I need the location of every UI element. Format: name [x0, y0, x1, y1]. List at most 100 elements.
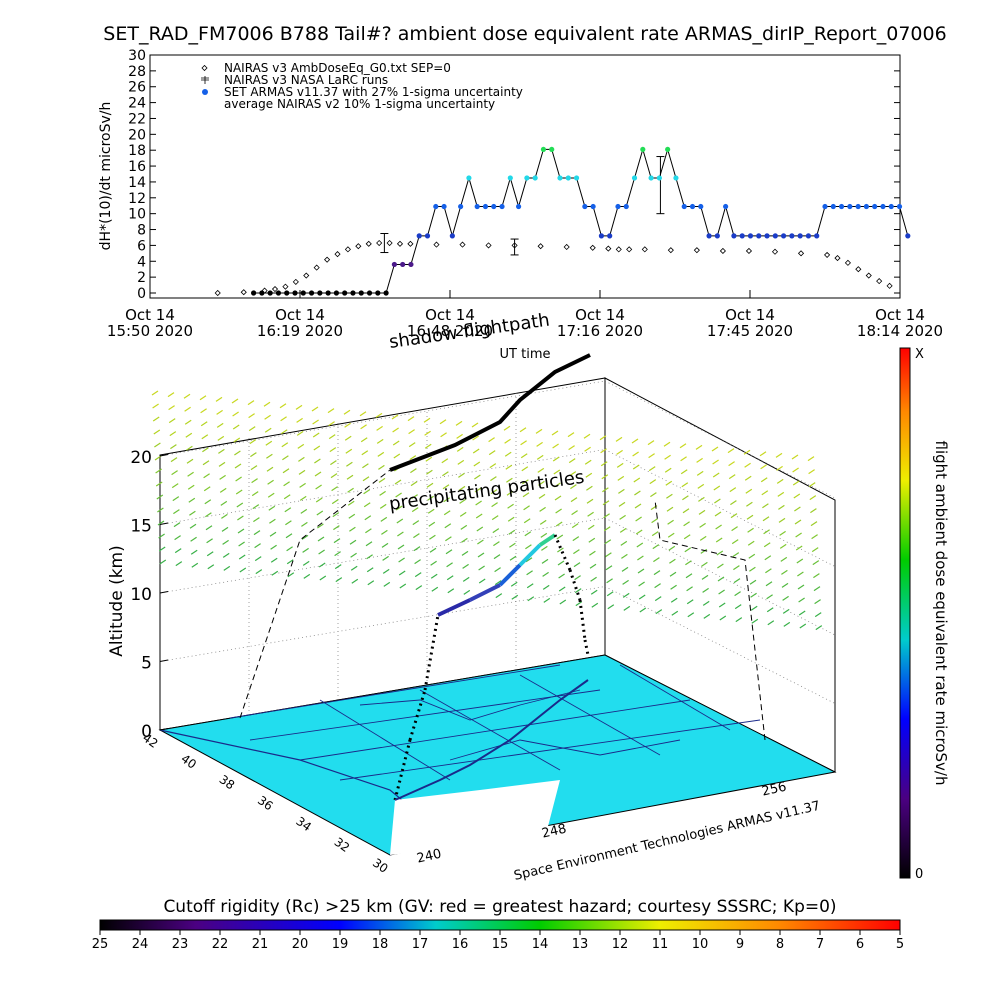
precipitating-particle-mark [587, 524, 595, 530]
armas-point [822, 203, 828, 210]
precipitating-particle-mark [652, 544, 660, 550]
legend-entry: average NAIRAS v2 10% 1-sigma uncertaint… [224, 97, 495, 111]
precipitating-particle-mark [315, 497, 323, 503]
precipitating-particle-mark [281, 442, 289, 448]
armas-point [780, 233, 787, 239]
precipitating-particle-mark [633, 477, 641, 483]
precipitating-particle-mark [700, 548, 708, 554]
precipitating-particle-mark [606, 591, 614, 597]
nairas-point [537, 243, 544, 250]
precipitating-particle-mark [475, 500, 482, 506]
nairas-point [396, 240, 404, 247]
precipitating-particle-mark [749, 579, 757, 585]
precipitating-particle-mark [730, 500, 737, 506]
precipitating-particle-mark [296, 430, 304, 436]
precipitating-particle-mark [204, 499, 212, 505]
precipitating-particle-mark [664, 454, 671, 460]
precipitating-particle-mark [302, 547, 309, 553]
precipitating-particle-mark [202, 447, 209, 453]
precipitating-particle-mark [782, 608, 790, 614]
precipitating-particle-mark [569, 471, 577, 477]
flight-path-segment [469, 583, 501, 602]
precipitating-particle-mark [409, 455, 417, 461]
precipitating-particle-mark [718, 602, 726, 608]
precipitating-particle-mark [634, 490, 641, 496]
precipitating-particle-mark [636, 542, 644, 548]
precipitating-particle-mark [767, 620, 775, 626]
cutoff-rigidity-tick-label: 6 [856, 937, 864, 952]
precipitating-particle-mark [811, 547, 819, 553]
precipitating-particle-mark [585, 472, 593, 478]
precipitating-particle-mark [605, 565, 613, 571]
flight-leg-dots [553, 534, 572, 571]
precipitating-particle-mark [552, 443, 559, 449]
precipitating-particle-mark [362, 463, 369, 469]
latitude-tick-label: 32 [332, 835, 353, 855]
precipitating-particle-mark [632, 464, 640, 470]
nairas-point [240, 289, 247, 296]
armas-point [706, 233, 712, 239]
precipitating-particle-mark [203, 473, 210, 479]
precipitating-particle-mark [251, 491, 259, 497]
precipitating-particle-mark [235, 476, 242, 482]
precipitating-particle-mark [715, 537, 723, 543]
precipitating-particle-mark [427, 508, 435, 514]
nairas-point [324, 256, 331, 263]
legend-entry: SET ARMAS v11.37 with 27% 1-sigma uncert… [224, 85, 523, 99]
precipitating-particle-mark [474, 474, 481, 480]
precipitating-particle-mark [414, 559, 421, 565]
armas-point [640, 146, 646, 153]
precipitating-particle-mark [311, 406, 319, 412]
precipitating-particle-mark [702, 600, 710, 606]
precipitating-particle-mark [231, 398, 239, 404]
latitude-tick-label: 40 [178, 751, 199, 771]
precipitating-particle-mark [349, 526, 356, 532]
precipitating-particle-mark [328, 434, 336, 440]
armas-point [615, 203, 621, 210]
precipitating-particle-mark [807, 456, 815, 462]
precipitating-particle-mark [428, 521, 436, 527]
precipitating-particle-mark [493, 541, 500, 547]
precipitating-particle-mark [346, 461, 353, 467]
armas-point [665, 146, 671, 153]
longitude-tick-label: 256 [760, 779, 788, 799]
precipitating-particle-mark [813, 573, 820, 579]
precipitating-particle-mark [155, 481, 163, 487]
precipitating-particle-mark [359, 411, 367, 417]
precipitating-particle-mark [458, 472, 465, 478]
precipitating-particle-mark [764, 555, 772, 561]
precipitating-particle-mark [616, 462, 624, 468]
precipitating-particle-mark [494, 580, 502, 586]
precipitating-particle-mark [297, 443, 305, 449]
precipitating-particle-mark [264, 427, 272, 433]
nairas-point [876, 278, 883, 285]
precipitating-particle-mark [442, 471, 449, 477]
top-x-tick-label-date: Oct 14 [575, 306, 625, 324]
precipitating-particle-mark [234, 463, 242, 469]
precipitating-particle-mark [762, 516, 770, 522]
precipitating-particle-mark [283, 494, 291, 500]
dose-colorbar-title: flight ambient dose equivalent rate micr… [932, 441, 950, 786]
precipitating-particle-mark [456, 446, 464, 452]
precipitating-particle-mark [267, 479, 274, 485]
precipitating-particle-mark [751, 618, 759, 624]
precipitating-particle-mark [286, 546, 293, 552]
cutoff-rigidity-tick-label: 8 [776, 937, 784, 952]
precipitating-particle-mark [312, 432, 320, 438]
precipitating-particle-mark [555, 521, 563, 527]
precipitating-particle-mark [219, 487, 227, 493]
cutoff-rigidity-tick-label: 13 [572, 937, 589, 952]
precipitating-particle-mark [602, 487, 609, 493]
precipitating-particle-mark [206, 538, 213, 544]
precipitating-particle-mark [316, 510, 324, 516]
precipitating-particle-mark [797, 584, 805, 590]
precipitating-particle-mark [747, 540, 755, 546]
precipitating-particle-mark [173, 522, 181, 528]
precipitating-particle-mark [170, 444, 177, 450]
precipitating-particle-mark [250, 465, 258, 471]
precipitating-particle-mark [620, 540, 628, 546]
precipitating-particle-mark [381, 542, 389, 548]
precipitating-particle-mark [586, 498, 594, 504]
nairas-point [563, 243, 570, 251]
armas-point [880, 203, 886, 210]
